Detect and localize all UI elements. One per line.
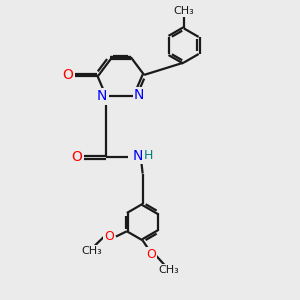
- Text: CH₃: CH₃: [173, 6, 194, 16]
- Text: N: N: [132, 149, 142, 163]
- Text: N: N: [97, 89, 107, 103]
- Text: CH₃: CH₃: [81, 246, 102, 256]
- Text: N: N: [134, 88, 144, 102]
- Text: O: O: [71, 150, 82, 164]
- Text: H: H: [143, 149, 153, 162]
- Text: O: O: [146, 248, 156, 261]
- Text: CH₃: CH₃: [158, 265, 178, 275]
- Text: O: O: [62, 68, 73, 82]
- Text: O: O: [104, 230, 114, 243]
